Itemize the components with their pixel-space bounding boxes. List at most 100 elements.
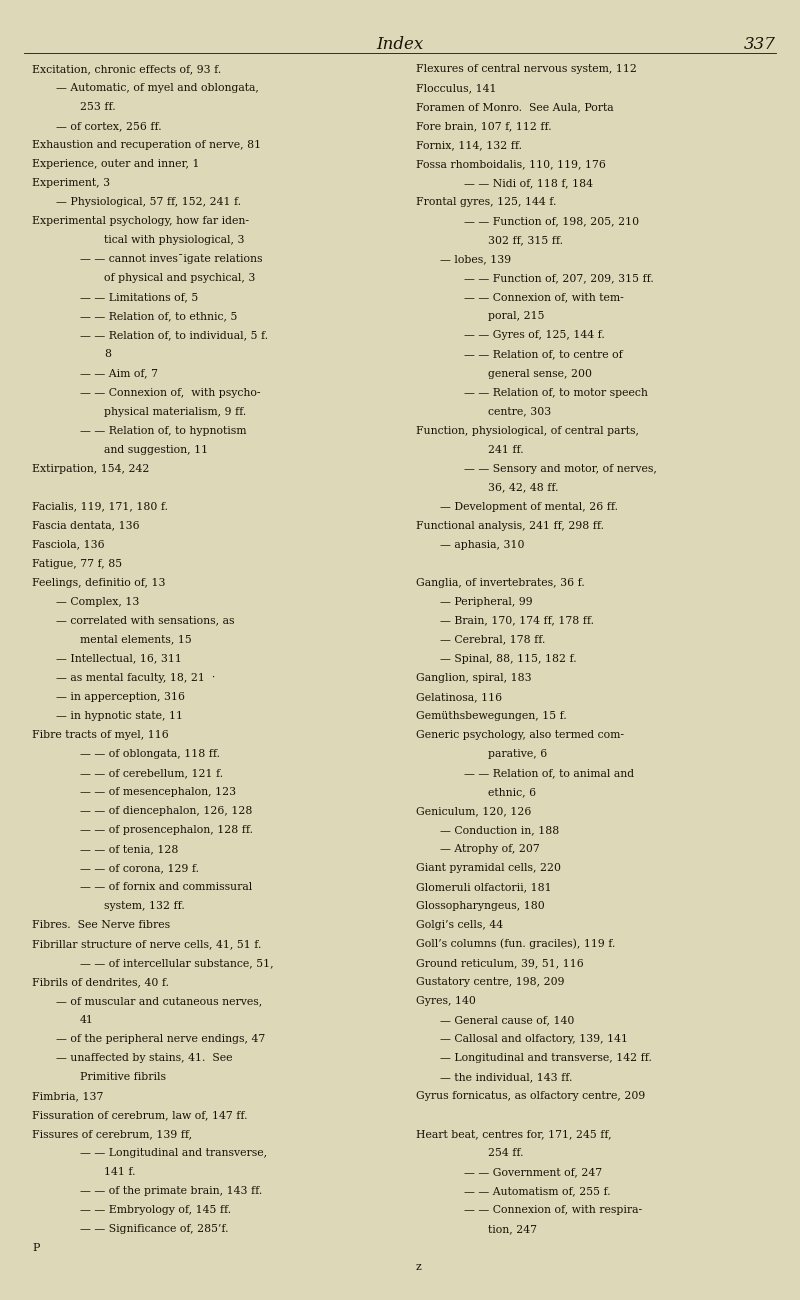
Text: — unaffected by stains, 41.  See: — unaffected by stains, 41. See xyxy=(56,1053,233,1063)
Text: — Physiological, 57 ff, 152, 241 f.: — Physiological, 57 ff, 152, 241 f. xyxy=(56,198,241,208)
Text: — Brain, 170, 174 ff, 178 ff.: — Brain, 170, 174 ff, 178 ff. xyxy=(440,616,594,625)
Text: poral, 215: poral, 215 xyxy=(488,312,545,321)
Text: — the individual, 143 ff.: — the individual, 143 ff. xyxy=(440,1072,572,1082)
Text: — aphasia, 310: — aphasia, 310 xyxy=(440,540,525,550)
Text: Fibrillar structure of nerve cells, 41, 51 f.: Fibrillar structure of nerve cells, 41, … xyxy=(32,939,262,949)
Text: — — of prosencephalon, 128 ff.: — — of prosencephalon, 128 ff. xyxy=(80,824,253,835)
Text: and suggestion, 11: and suggestion, 11 xyxy=(104,445,208,455)
Text: Flexures of central nervous system, 112: Flexures of central nervous system, 112 xyxy=(416,64,637,74)
Text: Frontal gyres, 125, 144 f.: Frontal gyres, 125, 144 f. xyxy=(416,198,556,208)
Text: — Conduction in, 188: — Conduction in, 188 xyxy=(440,824,559,835)
Text: Fissures of cerebrum, 139 ff,: Fissures of cerebrum, 139 ff, xyxy=(32,1128,192,1139)
Text: — Development of mental, 26 ff.: — Development of mental, 26 ff. xyxy=(440,502,618,512)
Text: — lobes, 139: — lobes, 139 xyxy=(440,255,511,264)
Text: — — of oblongata, 118 ff.: — — of oblongata, 118 ff. xyxy=(80,749,220,759)
Text: Giant pyramidal cells, 220: Giant pyramidal cells, 220 xyxy=(416,863,561,872)
Text: Gemüthsbewegungen, 15 f.: Gemüthsbewegungen, 15 f. xyxy=(416,711,566,720)
Text: — General cause of, 140: — General cause of, 140 xyxy=(440,1015,574,1024)
Text: — Peripheral, 99: — Peripheral, 99 xyxy=(440,597,533,607)
Text: mental elements, 15: mental elements, 15 xyxy=(80,634,192,645)
Text: — — of diencephalon, 126, 128: — — of diencephalon, 126, 128 xyxy=(80,806,252,816)
Text: — of cortex, 256 ff.: — of cortex, 256 ff. xyxy=(56,121,162,131)
Text: Fatigue, 77 f, 85: Fatigue, 77 f, 85 xyxy=(32,559,122,568)
Text: 41: 41 xyxy=(80,1015,94,1024)
Text: Functional analysis, 241 ff, 298 ff.: Functional analysis, 241 ff, 298 ff. xyxy=(416,520,604,530)
Text: Fissuration of cerebrum, law of, 147 ff.: Fissuration of cerebrum, law of, 147 ff. xyxy=(32,1110,247,1121)
Text: Gyres, 140: Gyres, 140 xyxy=(416,996,476,1006)
Text: Generic psychology, also termed com-: Generic psychology, also termed com- xyxy=(416,729,624,740)
Text: — — Longitudinal and transverse,: — — Longitudinal and transverse, xyxy=(80,1148,267,1158)
Text: Foramen of Monro.  See Aula, Porta: Foramen of Monro. See Aula, Porta xyxy=(416,103,614,112)
Text: — — Relation of, to centre of: — — Relation of, to centre of xyxy=(464,350,622,360)
Text: 36, 42, 48 ff.: 36, 42, 48 ff. xyxy=(488,482,558,493)
Text: — — of tenia, 128: — — of tenia, 128 xyxy=(80,844,178,854)
Text: — — Function of, 207, 209, 315 ff.: — — Function of, 207, 209, 315 ff. xyxy=(464,273,654,283)
Text: — — of cerebellum, 121 f.: — — of cerebellum, 121 f. xyxy=(80,768,223,777)
Text: — — Automatism of, 255 f.: — — Automatism of, 255 f. xyxy=(464,1186,610,1196)
Text: — — Aim of, 7: — — Aim of, 7 xyxy=(80,368,158,378)
Text: — Callosal and olfactory, 139, 141: — Callosal and olfactory, 139, 141 xyxy=(440,1034,628,1044)
Text: — — Significance of, 285’f.: — — Significance of, 285’f. xyxy=(80,1225,229,1234)
Text: Gelatinosa, 116: Gelatinosa, 116 xyxy=(416,692,502,702)
Text: — Atrophy of, 207: — Atrophy of, 207 xyxy=(440,844,540,854)
Text: z: z xyxy=(416,1262,422,1273)
Text: parative, 6: parative, 6 xyxy=(488,749,547,759)
Text: general sense, 200: general sense, 200 xyxy=(488,368,592,378)
Text: tion, 247: tion, 247 xyxy=(488,1225,537,1234)
Text: — — of mesencephalon, 123: — — of mesencephalon, 123 xyxy=(80,786,236,797)
Text: 254 ff.: 254 ff. xyxy=(488,1148,523,1158)
Text: Fascia dentata, 136: Fascia dentata, 136 xyxy=(32,520,140,530)
Text: — of muscular and cutaneous nerves,: — of muscular and cutaneous nerves, xyxy=(56,996,262,1006)
Text: Feelings, definitio of, 13: Feelings, definitio of, 13 xyxy=(32,577,166,588)
Text: Fore brain, 107 f, 112 ff.: Fore brain, 107 f, 112 ff. xyxy=(416,121,552,131)
Text: — — of corona, 129 f.: — — of corona, 129 f. xyxy=(80,863,199,872)
Text: — in apperception, 316: — in apperception, 316 xyxy=(56,692,185,702)
Text: Index: Index xyxy=(376,35,424,53)
Text: — correlated with sensations, as: — correlated with sensations, as xyxy=(56,616,234,625)
Text: Ganglion, spiral, 183: Ganglion, spiral, 183 xyxy=(416,672,532,682)
Text: Goll’s columns (fun. graciles), 119 f.: Goll’s columns (fun. graciles), 119 f. xyxy=(416,939,615,949)
Text: P: P xyxy=(32,1243,39,1253)
Text: — — cannot invesˉigate relations: — — cannot invesˉigate relations xyxy=(80,255,262,264)
Text: — Complex, 13: — Complex, 13 xyxy=(56,597,139,607)
Text: — as mental faculty, 18, 21  ·: — as mental faculty, 18, 21 · xyxy=(56,672,215,682)
Text: — — Connexion of, with tem-: — — Connexion of, with tem- xyxy=(464,292,624,303)
Text: Function, physiological, of central parts,: Function, physiological, of central part… xyxy=(416,425,639,436)
Text: Fimbria, 137: Fimbria, 137 xyxy=(32,1091,103,1101)
Text: Heart beat, centres for, 171, 245 ff,: Heart beat, centres for, 171, 245 ff, xyxy=(416,1128,612,1139)
Text: Exhaustion and recuperation of nerve, 81: Exhaustion and recuperation of nerve, 81 xyxy=(32,140,261,151)
Text: — — Relation of, to hypnotism: — — Relation of, to hypnotism xyxy=(80,425,246,436)
Text: Fibrils of dendrites, 40 f.: Fibrils of dendrites, 40 f. xyxy=(32,976,169,987)
Text: 302 ff, 315 ff.: 302 ff, 315 ff. xyxy=(488,235,563,246)
Text: 337: 337 xyxy=(744,35,776,53)
Text: — — of intercellular substance, 51,: — — of intercellular substance, 51, xyxy=(80,958,274,968)
Text: — in hypnotic state, 11: — in hypnotic state, 11 xyxy=(56,711,183,720)
Text: — — Relation of, to animal and: — — Relation of, to animal and xyxy=(464,768,634,777)
Text: — — Embryology of, 145 ff.: — — Embryology of, 145 ff. xyxy=(80,1205,231,1216)
Text: centre, 303: centre, 303 xyxy=(488,407,551,416)
Text: — — Connexion of, with respira-: — — Connexion of, with respira- xyxy=(464,1205,642,1216)
Text: Experience, outer and inner, 1: Experience, outer and inner, 1 xyxy=(32,160,199,169)
Text: Fibre tracts of myel, 116: Fibre tracts of myel, 116 xyxy=(32,729,169,740)
Text: Flocculus, 141: Flocculus, 141 xyxy=(416,83,497,94)
Text: — — Nidi of, 118 f, 184: — — Nidi of, 118 f, 184 xyxy=(464,178,593,188)
Text: Fibres.  See Nerve fibres: Fibres. See Nerve fibres xyxy=(32,920,170,930)
Text: — — Sensory and motor, of nerves,: — — Sensory and motor, of nerves, xyxy=(464,464,657,473)
Text: — — Relation of, to individual, 5 f.: — — Relation of, to individual, 5 f. xyxy=(80,330,268,341)
Text: 141 f.: 141 f. xyxy=(104,1167,135,1176)
Text: 241 ff.: 241 ff. xyxy=(488,445,524,455)
Text: — — of the primate brain, 143 ff.: — — of the primate brain, 143 ff. xyxy=(80,1186,262,1196)
Text: Excitation, chronic effects of, 93 f.: Excitation, chronic effects of, 93 f. xyxy=(32,64,222,74)
Text: — — Gyres of, 125, 144 f.: — — Gyres of, 125, 144 f. xyxy=(464,330,605,341)
Text: Glossopharyngeus, 180: Glossopharyngeus, 180 xyxy=(416,901,545,911)
Text: Geniculum, 120, 126: Geniculum, 120, 126 xyxy=(416,806,531,816)
Text: — Longitudinal and transverse, 142 ff.: — Longitudinal and transverse, 142 ff. xyxy=(440,1053,652,1063)
Text: — — Function of, 198, 205, 210: — — Function of, 198, 205, 210 xyxy=(464,216,639,226)
Text: — — Relation of, to ethnic, 5: — — Relation of, to ethnic, 5 xyxy=(80,312,238,321)
Text: Fasciola, 136: Fasciola, 136 xyxy=(32,540,105,550)
Text: Ground reticulum, 39, 51, 116: Ground reticulum, 39, 51, 116 xyxy=(416,958,584,968)
Text: Fossa rhomboidalis, 110, 119, 176: Fossa rhomboidalis, 110, 119, 176 xyxy=(416,160,606,169)
Text: — Intellectual, 16, 311: — Intellectual, 16, 311 xyxy=(56,654,182,664)
Text: physical materialism, 9 ff.: physical materialism, 9 ff. xyxy=(104,407,246,416)
Text: — Cerebral, 178 ff.: — Cerebral, 178 ff. xyxy=(440,634,546,645)
